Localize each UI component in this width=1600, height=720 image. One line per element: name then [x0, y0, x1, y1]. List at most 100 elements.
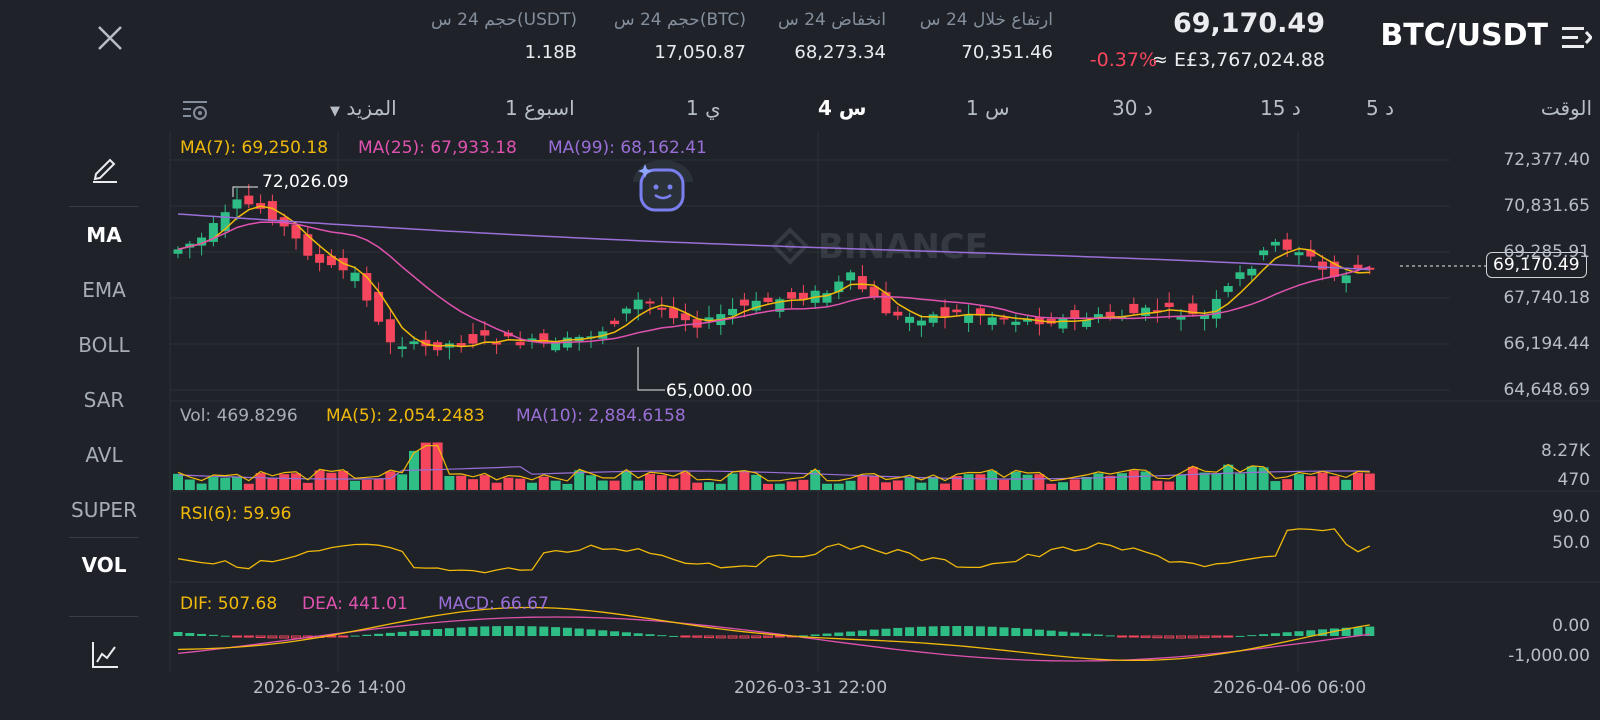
volume-bar: [550, 480, 561, 490]
macd-bar: [857, 630, 867, 636]
stat-vol-btc-label: حجم 24 س(BTC): [613, 10, 746, 30]
macd-bar: [975, 626, 985, 636]
chart-line-icon[interactable]: [90, 640, 120, 670]
volume-bar: [1317, 472, 1328, 490]
candle-body: [704, 317, 714, 322]
candle-body: [916, 320, 926, 326]
candle-body: [338, 257, 348, 271]
volume-bar: [1211, 473, 1222, 490]
indicator-ma[interactable]: MA: [86, 223, 122, 247]
tab-1d[interactable]: 1 ي: [686, 96, 721, 120]
macd-bar: [1034, 629, 1044, 636]
indicator-ema[interactable]: EMA: [82, 278, 126, 302]
indicator-super[interactable]: SUPER: [71, 498, 137, 522]
candle-body: [1176, 316, 1186, 320]
macd-bar: [208, 634, 218, 636]
macd-bar: [1117, 635, 1127, 638]
volume-bar: [291, 473, 301, 490]
tab-5m[interactable]: 5 د: [1366, 96, 1394, 120]
indicator-boll[interactable]: BOLL: [78, 333, 130, 357]
candle-body: [1105, 311, 1115, 317]
stat-low-value: 68,273.34: [794, 42, 886, 63]
macd-bar: [173, 632, 183, 636]
volume-bar: [220, 477, 231, 490]
macd-bar: [1046, 630, 1056, 636]
volume-bar: [904, 477, 915, 490]
macd-bar: [503, 626, 513, 636]
pencil-icon[interactable]: [90, 152, 120, 184]
grid-lines: [169, 132, 1600, 672]
volume-bar: [1364, 473, 1375, 490]
volume-bar: [338, 470, 349, 490]
indicator-avl[interactable]: AVL: [85, 443, 123, 467]
macd-bar: [232, 635, 242, 638]
tab-1h[interactable]: 1 س: [966, 96, 1010, 120]
candle-body: [692, 319, 702, 328]
macd-bar: [1223, 635, 1234, 638]
tab-15m[interactable]: 15 د: [1260, 96, 1301, 120]
candle-body: [987, 317, 997, 325]
volume-bar: [1117, 473, 1127, 490]
indicator-vol[interactable]: VOL: [81, 553, 127, 577]
legend-vol-ma10: MA(10): 2,884.6158: [516, 406, 686, 426]
settings-icon[interactable]: [181, 98, 209, 122]
tab-1w[interactable]: 1 اسبوع: [505, 96, 575, 120]
macd-bar: [1259, 634, 1269, 636]
candle-body: [1023, 318, 1033, 322]
macd-bar: [1152, 635, 1163, 639]
candle-body: [468, 334, 478, 344]
candle-body: [1164, 302, 1174, 308]
pair-title[interactable]: BTC/USDT: [1380, 18, 1548, 53]
volume-bar: [763, 483, 773, 490]
volume-bar: [173, 473, 183, 490]
macd-bar: [586, 629, 596, 636]
tab-4h[interactable]: 4 س: [818, 96, 867, 120]
binance-watermark: BINANCE: [771, 227, 988, 267]
macd-bar: [1270, 633, 1280, 636]
volume-bar: [1341, 479, 1352, 490]
volume-bar: [963, 474, 974, 490]
macd-bar: [314, 635, 325, 638]
ma25-line: [177, 221, 1371, 344]
last-price: 69,170.49: [1172, 8, 1325, 39]
volume-bar: [975, 474, 986, 490]
candle-body: [362, 273, 372, 301]
macd-bar: [409, 630, 419, 636]
candle-body: [1353, 264, 1363, 270]
candle-body: [374, 291, 384, 322]
macd-bar: [928, 626, 938, 636]
close-icon[interactable]: [96, 24, 124, 52]
volume-bar: [774, 483, 785, 490]
tab-more[interactable]: ▼ المزيد: [330, 96, 397, 120]
macd-bar: [243, 635, 254, 638]
volume-bar: [326, 472, 337, 490]
candle-body: [728, 308, 738, 316]
volume-bar: [987, 470, 998, 490]
volume-bar: [928, 477, 939, 490]
candle-body: [633, 299, 643, 310]
candle-body: [291, 224, 301, 239]
candlesticks: [173, 184, 1375, 360]
macd-bar: [255, 635, 266, 639]
volume-bar: [892, 480, 903, 490]
menu-icon[interactable]: [1562, 24, 1594, 52]
tab-more-label: المزيد: [346, 96, 397, 120]
volume-bar: [1105, 475, 1116, 490]
tab-30m[interactable]: 30 د: [1112, 96, 1153, 120]
macd-bar: [774, 635, 785, 638]
macd-bar: [633, 633, 643, 636]
candle-body: [397, 346, 407, 349]
macd-axis-label-1: 0.00: [1552, 616, 1590, 636]
candle-body: [598, 331, 608, 339]
indicator-sar[interactable]: SAR: [83, 388, 125, 412]
volume-bar: [727, 473, 738, 490]
volume-bar: [609, 480, 620, 490]
candle-body: [444, 343, 454, 348]
dea-path: [177, 616, 1370, 662]
volume-bar: [479, 475, 490, 490]
ai-assistant-icon[interactable]: [628, 160, 698, 216]
macd-bar: [197, 633, 207, 636]
price-axis-label-4: 67,740.18: [1503, 288, 1590, 308]
candle-body: [1223, 286, 1233, 292]
volume-bar: [751, 474, 762, 490]
